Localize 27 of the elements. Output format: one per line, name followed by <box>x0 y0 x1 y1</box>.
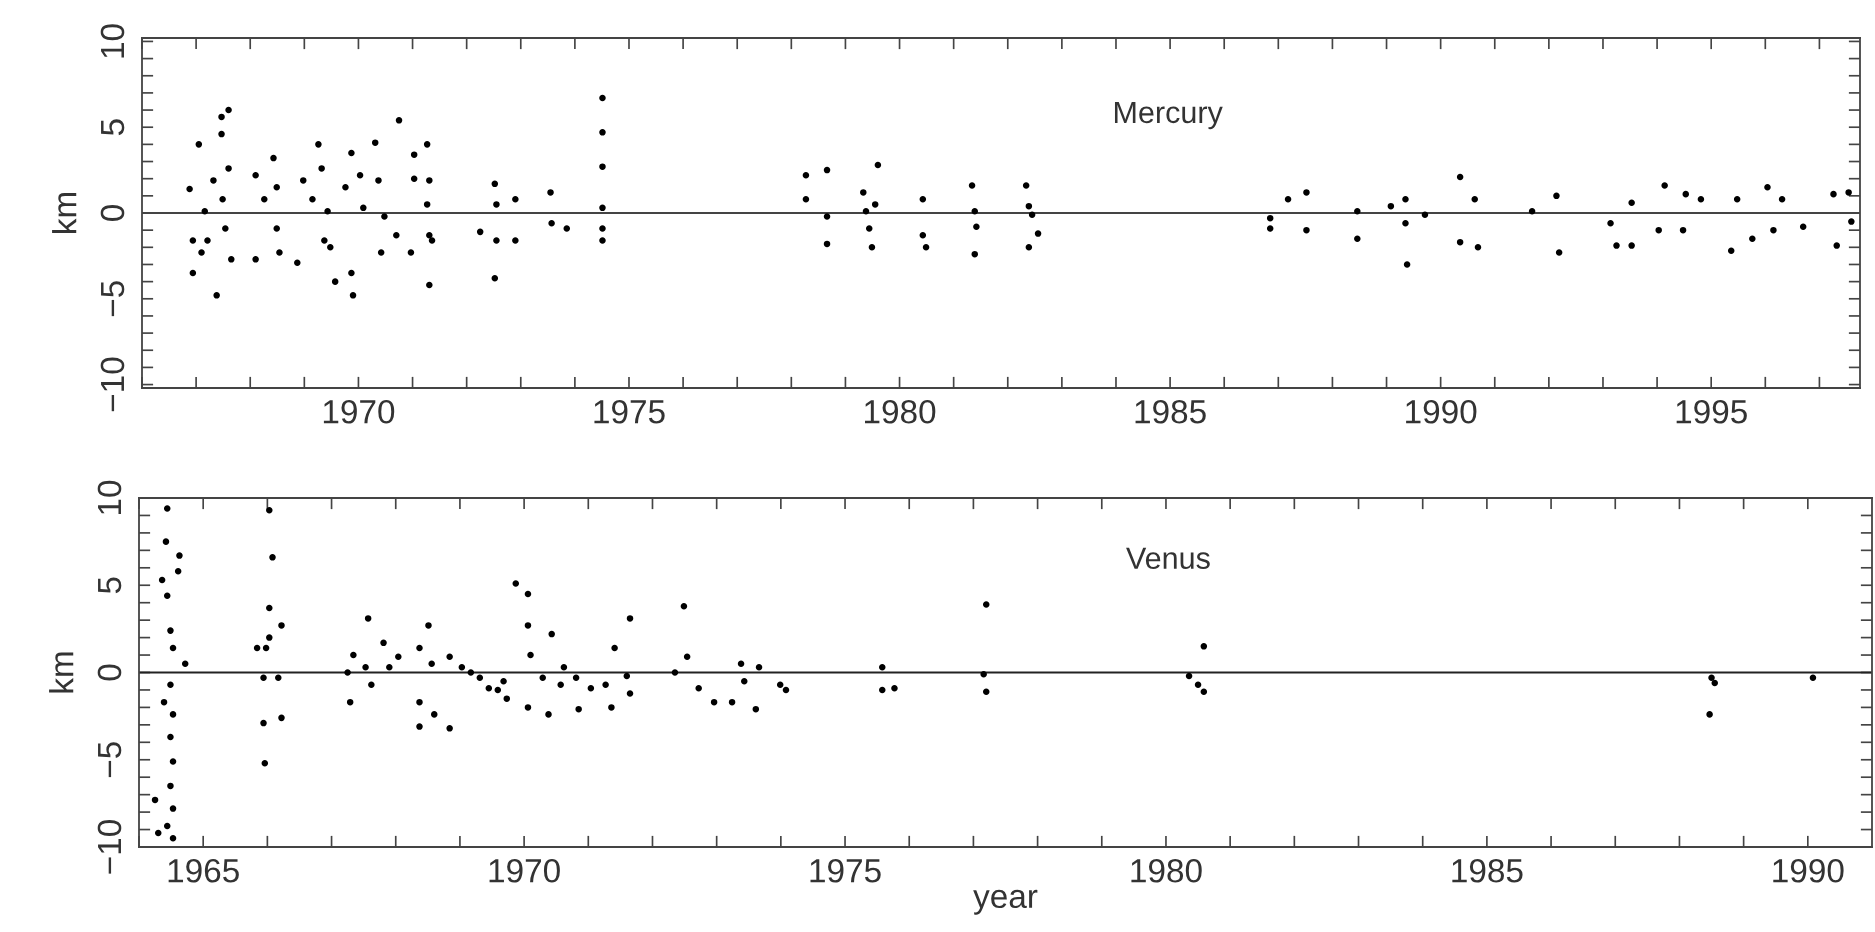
y-tick-label: −10 <box>97 820 122 874</box>
y-tick-label: 5 <box>98 577 122 594</box>
x-tick-label: 1990 <box>1406 399 1477 424</box>
y-tick-label: 5 <box>101 119 125 136</box>
x-tick-label: 1980 <box>1131 858 1202 883</box>
x-tick-label: 1965 <box>168 858 239 883</box>
x-tick-label: 1975 <box>594 399 665 424</box>
y-tick-label: 0 <box>97 664 122 681</box>
y-tick-label: 10 <box>97 480 122 514</box>
x-tick-label: 1990 <box>1773 858 1844 883</box>
x-tick-label: 1985 <box>1135 399 1206 424</box>
y-axis-title: km <box>49 652 74 693</box>
x-tick-label: 1970 <box>489 858 560 883</box>
text: Venus <box>1126 547 1210 570</box>
x-tick-label: 1970 <box>323 399 395 424</box>
y-tick-label: −5 <box>98 742 122 778</box>
y-tick-label: 10 <box>100 24 125 58</box>
y-axis-title: km <box>52 192 77 233</box>
text: Mercury <box>1114 101 1223 130</box>
y-tick-label: −5 <box>101 281 125 317</box>
x-tick-label: 1975 <box>810 858 881 883</box>
x-tick-label: 1995 <box>1676 399 1747 424</box>
x-axis-title: year <box>973 889 1038 915</box>
x-tick-label: 1980 <box>865 399 936 424</box>
y-tick-label: −10 <box>100 357 125 412</box>
x-tick-label: 1985 <box>1452 858 1523 883</box>
y-tick-label: 0 <box>100 205 125 221</box>
